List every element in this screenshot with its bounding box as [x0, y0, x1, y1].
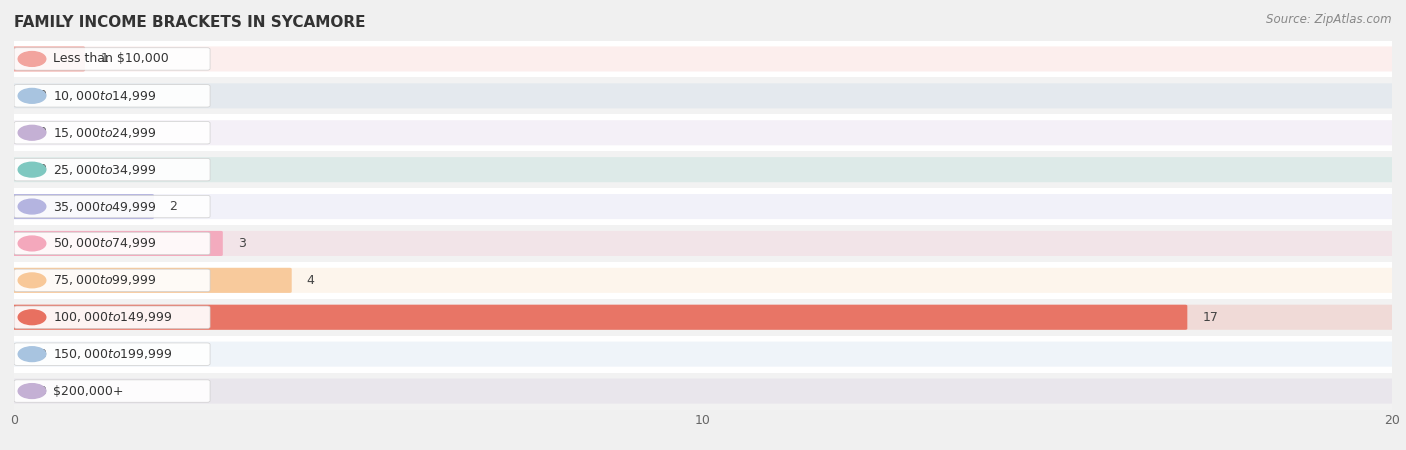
Text: 17: 17: [1202, 311, 1219, 324]
Text: $15,000 to $24,999: $15,000 to $24,999: [52, 126, 156, 140]
FancyBboxPatch shape: [13, 268, 1393, 293]
FancyBboxPatch shape: [13, 157, 1393, 182]
Circle shape: [18, 310, 46, 324]
Text: 0: 0: [38, 126, 46, 139]
Text: 3: 3: [238, 237, 246, 250]
FancyBboxPatch shape: [13, 194, 1393, 219]
FancyBboxPatch shape: [14, 77, 1392, 114]
Circle shape: [18, 273, 46, 288]
Text: $25,000 to $34,999: $25,000 to $34,999: [52, 162, 156, 177]
Text: 2: 2: [169, 200, 177, 213]
FancyBboxPatch shape: [13, 46, 1393, 72]
FancyBboxPatch shape: [14, 122, 209, 144]
FancyBboxPatch shape: [14, 188, 1392, 225]
FancyBboxPatch shape: [14, 40, 1392, 77]
FancyBboxPatch shape: [14, 114, 1392, 151]
Circle shape: [18, 126, 46, 140]
FancyBboxPatch shape: [13, 378, 1393, 404]
FancyBboxPatch shape: [14, 232, 209, 255]
FancyBboxPatch shape: [13, 83, 1393, 108]
Text: 0: 0: [38, 163, 46, 176]
FancyBboxPatch shape: [14, 158, 209, 181]
Text: 4: 4: [307, 274, 315, 287]
FancyBboxPatch shape: [14, 48, 209, 70]
Circle shape: [18, 52, 46, 66]
FancyBboxPatch shape: [14, 306, 209, 328]
Circle shape: [18, 347, 46, 361]
FancyBboxPatch shape: [13, 231, 222, 256]
FancyBboxPatch shape: [14, 151, 1392, 188]
FancyBboxPatch shape: [14, 373, 1392, 410]
FancyBboxPatch shape: [13, 231, 1393, 256]
FancyBboxPatch shape: [14, 343, 209, 365]
Text: $35,000 to $49,999: $35,000 to $49,999: [52, 199, 156, 214]
Circle shape: [18, 89, 46, 103]
Text: $50,000 to $74,999: $50,000 to $74,999: [52, 236, 156, 251]
Text: $75,000 to $99,999: $75,000 to $99,999: [52, 273, 156, 288]
FancyBboxPatch shape: [13, 120, 1393, 145]
Text: Source: ZipAtlas.com: Source: ZipAtlas.com: [1267, 14, 1392, 27]
FancyBboxPatch shape: [14, 299, 1392, 336]
FancyBboxPatch shape: [14, 269, 209, 292]
FancyBboxPatch shape: [13, 46, 84, 72]
FancyBboxPatch shape: [13, 194, 153, 219]
FancyBboxPatch shape: [14, 336, 1392, 373]
FancyBboxPatch shape: [14, 225, 1392, 262]
Text: 1: 1: [100, 53, 108, 65]
FancyBboxPatch shape: [13, 305, 1187, 330]
FancyBboxPatch shape: [14, 195, 209, 218]
FancyBboxPatch shape: [13, 305, 1393, 330]
Text: $200,000+: $200,000+: [52, 385, 124, 397]
Circle shape: [18, 199, 46, 214]
Text: 0: 0: [38, 385, 46, 397]
Text: $100,000 to $149,999: $100,000 to $149,999: [52, 310, 172, 324]
Text: 0: 0: [38, 348, 46, 360]
Text: $150,000 to $199,999: $150,000 to $199,999: [52, 347, 172, 361]
FancyBboxPatch shape: [14, 262, 1392, 299]
Circle shape: [18, 162, 46, 177]
FancyBboxPatch shape: [13, 342, 1393, 367]
Circle shape: [18, 236, 46, 251]
FancyBboxPatch shape: [13, 268, 291, 293]
Text: 0: 0: [38, 90, 46, 102]
FancyBboxPatch shape: [14, 380, 209, 402]
Text: FAMILY INCOME BRACKETS IN SYCAMORE: FAMILY INCOME BRACKETS IN SYCAMORE: [14, 14, 366, 30]
FancyBboxPatch shape: [14, 85, 209, 107]
Text: $10,000 to $14,999: $10,000 to $14,999: [52, 89, 156, 103]
Text: Less than $10,000: Less than $10,000: [52, 53, 169, 65]
Circle shape: [18, 384, 46, 398]
